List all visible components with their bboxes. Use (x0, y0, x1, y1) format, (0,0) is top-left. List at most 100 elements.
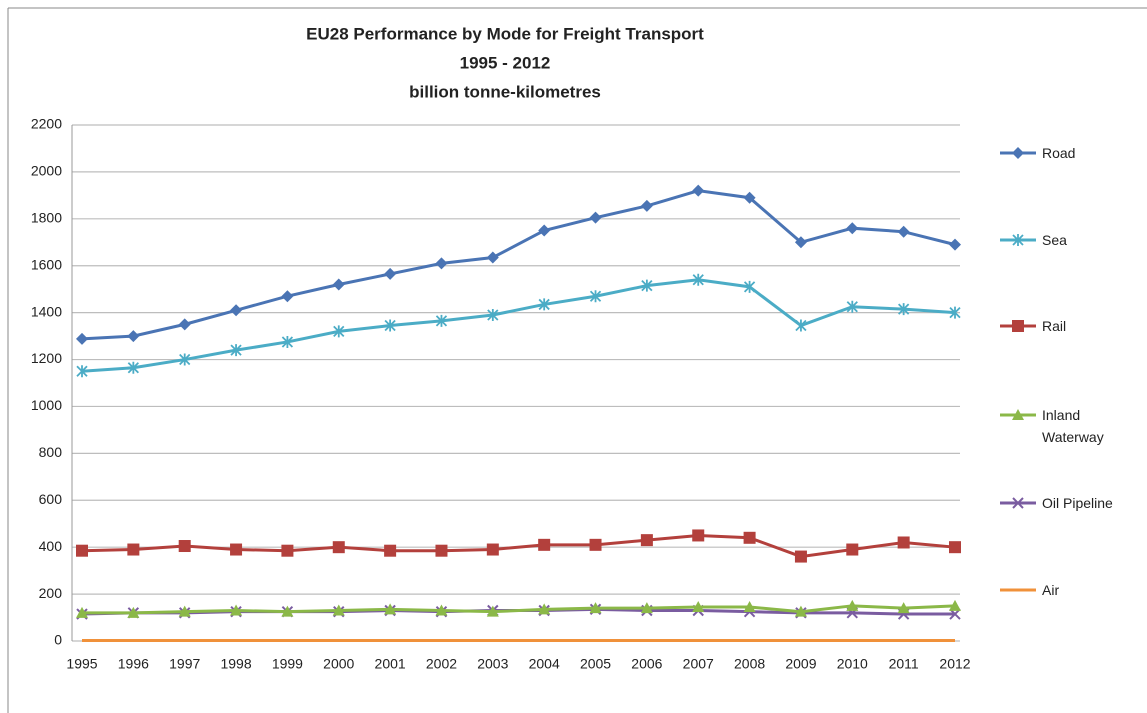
y-tick-label: 1000 (31, 397, 62, 413)
chart-units: billion tonne-kilometres (409, 82, 601, 101)
x-tick-label: 2002 (426, 656, 457, 672)
marker (794, 550, 807, 563)
marker (846, 300, 858, 313)
marker (127, 543, 140, 556)
x-tick-label: 2005 (580, 656, 611, 672)
x-tick-label: 1995 (66, 656, 97, 672)
marker (692, 529, 705, 542)
marker (230, 604, 243, 616)
y-tick-label: 200 (39, 585, 63, 601)
marker (178, 318, 191, 331)
marker (897, 536, 910, 549)
marker (589, 290, 602, 303)
marker (897, 225, 910, 238)
marker (1012, 320, 1024, 332)
marker (949, 306, 961, 319)
series-line (82, 604, 956, 615)
marker (538, 538, 551, 551)
marker (281, 605, 294, 617)
marker (384, 319, 396, 332)
marker (281, 544, 294, 557)
marker (1012, 234, 1024, 246)
marker (743, 531, 756, 544)
marker (76, 606, 88, 618)
y-tick-label: 0 (54, 632, 62, 648)
marker (281, 290, 294, 303)
marker (640, 602, 653, 614)
marker (897, 602, 910, 614)
marker (1012, 497, 1024, 509)
y-tick-label: 1400 (31, 303, 62, 319)
marker (435, 314, 448, 327)
marker (384, 267, 397, 280)
marker (384, 603, 397, 615)
marker (692, 273, 704, 286)
legend-label: Rail (1042, 318, 1067, 334)
marker (640, 199, 653, 212)
x-tick-label: 2007 (683, 656, 714, 672)
series-line (81, 189, 956, 341)
marker (641, 279, 653, 292)
y-tick-label: 400 (39, 538, 63, 554)
x-tick-label: 2012 (939, 656, 970, 672)
marker (1012, 147, 1024, 159)
marker (846, 599, 859, 611)
marker (230, 543, 243, 556)
x-tick-label: 1999 (272, 656, 303, 672)
x-tick-label: 2009 (785, 656, 816, 672)
series-line (81, 278, 956, 373)
marker (1012, 409, 1024, 420)
marker (76, 365, 88, 378)
marker (76, 544, 88, 557)
marker (127, 606, 140, 618)
marker (178, 605, 191, 617)
x-tick-label: 1996 (118, 656, 149, 672)
marker (281, 335, 294, 348)
marker (538, 224, 551, 237)
x-tick-label: 2010 (837, 656, 868, 672)
legend-label: Inland Waterway (1042, 407, 1104, 445)
marker (332, 604, 345, 616)
marker (743, 191, 756, 204)
legend-label: Oil Pipeline (1042, 495, 1113, 511)
y-tick-label: 2000 (31, 163, 62, 179)
marker (589, 211, 602, 224)
marker (795, 319, 807, 332)
marker (846, 543, 859, 556)
marker (794, 236, 807, 249)
x-tick-label: 2001 (375, 656, 406, 672)
marker (949, 238, 961, 251)
marker (435, 604, 448, 616)
marker (332, 278, 345, 291)
x-tick-label: 1998 (220, 656, 251, 672)
marker (333, 325, 345, 338)
marker (743, 280, 756, 293)
series-line (81, 533, 956, 559)
y-tick-label: 600 (39, 491, 63, 507)
marker (692, 600, 705, 612)
marker (589, 602, 602, 614)
marker (692, 184, 705, 197)
marker (384, 544, 397, 557)
marker (794, 605, 807, 617)
legend-label: Air (1042, 582, 1060, 598)
x-tick-label: 2006 (631, 656, 662, 672)
marker (332, 541, 345, 554)
marker (435, 257, 448, 270)
marker (178, 540, 191, 553)
y-tick-label: 2200 (31, 116, 62, 132)
marker (949, 599, 961, 611)
marker (538, 298, 550, 311)
marker (949, 541, 961, 554)
x-tick-label: 2008 (734, 656, 765, 672)
y-tick-label: 1600 (31, 256, 62, 272)
marker (435, 544, 448, 557)
marker (640, 534, 653, 547)
marker (743, 600, 756, 612)
x-tick-label: 2003 (477, 656, 508, 672)
marker (846, 222, 859, 235)
x-tick-label: 2011 (889, 656, 919, 672)
marker (538, 603, 551, 615)
